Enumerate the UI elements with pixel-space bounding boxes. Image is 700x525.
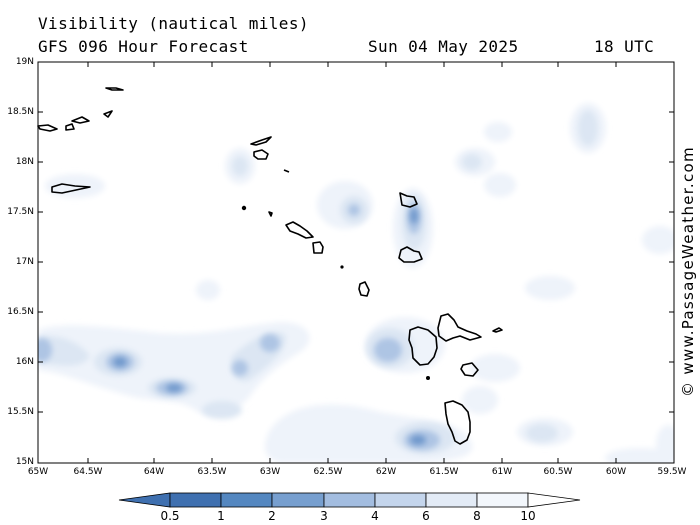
island-outline — [250, 136, 272, 146]
lon-label: 60.5W — [543, 467, 573, 477]
island-outline — [283, 169, 290, 173]
lat-label: 19N — [15, 57, 34, 67]
lat-label: 18.5N — [7, 107, 34, 117]
small-islets — [241, 205, 430, 380]
axis-ticks — [38, 62, 674, 463]
colorbar — [118, 492, 581, 508]
lon-label: 60W — [605, 467, 627, 477]
island-outline — [105, 87, 124, 91]
island-outline — [103, 110, 113, 118]
map-title: Visibility (nautical miles) — [38, 14, 309, 33]
island-outline — [51, 183, 91, 194]
lon-label: 62W — [375, 467, 397, 477]
colorbar-label: 8 — [473, 509, 481, 523]
colorbar-label: 6 — [422, 509, 430, 523]
map-subtitle: GFS 096 Hour Forecast — [38, 37, 249, 56]
colorbar-label: 0.5 — [160, 509, 180, 523]
colorbar-label: 3 — [320, 509, 328, 523]
lon-label: 63W — [259, 467, 281, 477]
island-outline — [285, 221, 314, 239]
coastlines — [37, 87, 503, 445]
island-outline — [65, 123, 75, 131]
lat-label: 15N — [15, 457, 34, 467]
lat-label: 17.5N — [7, 207, 34, 217]
island-outline — [71, 116, 90, 124]
visibility-shading — [38, 103, 674, 463]
colorbar-label: 10 — [520, 509, 536, 523]
island-outline — [399, 192, 418, 208]
colorbar-label: 4 — [371, 509, 379, 523]
lon-label: 59.5W — [657, 467, 687, 477]
forecast-date: Sun 04 May 2025 — [368, 37, 519, 56]
lat-label: 16.5N — [7, 307, 34, 317]
lon-label: 61.5W — [429, 467, 459, 477]
island-outline — [437, 313, 482, 342]
lon-label: 64W — [143, 467, 165, 477]
island-outline — [444, 400, 471, 445]
island-outline — [37, 124, 58, 132]
lon-label: 64.5W — [73, 467, 103, 477]
lon-label: 65W — [27, 467, 49, 477]
watermark: © www.PassageWeather.com — [679, 146, 697, 397]
lat-label: 15.5N — [7, 407, 34, 417]
lon-label: 61W — [491, 467, 513, 477]
forecast-time: 18 UTC — [594, 37, 655, 56]
island-outline — [460, 362, 479, 377]
lat-label: 16N — [15, 357, 34, 367]
colorbar-label: 1 — [217, 509, 225, 523]
lon-label: 63.5W — [197, 467, 227, 477]
lat-label: 17N — [15, 257, 34, 267]
lat-label: 18N — [15, 157, 34, 167]
colorbar-label: 2 — [268, 509, 276, 523]
island-outline — [408, 326, 438, 366]
island-outline — [253, 149, 269, 160]
lon-label: 62.5W — [313, 467, 343, 477]
island-outline — [312, 241, 324, 254]
island-outline — [358, 281, 370, 297]
island-outline — [398, 246, 423, 263]
island-outline — [492, 327, 503, 333]
island-outline — [268, 211, 273, 217]
